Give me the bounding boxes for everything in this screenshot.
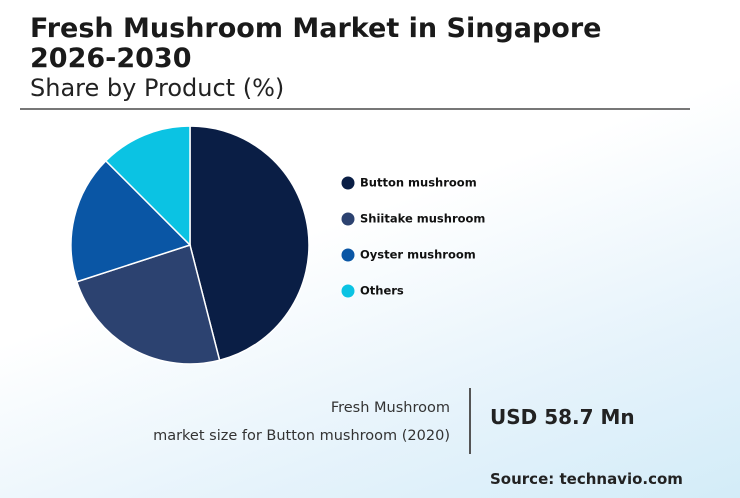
pie-slice <box>189 125 310 362</box>
legend-marker <box>341 176 355 190</box>
chart-subtitle: Share by Product (%) <box>30 74 285 102</box>
pie-slice <box>104 125 191 247</box>
chart-title: Fresh Mushroom Market in Singapore 2026-… <box>30 13 602 74</box>
legend-label: Shiitake mushroom <box>360 212 485 226</box>
legend-marker <box>341 212 355 226</box>
pie-slice <box>75 244 221 365</box>
footer-label: Fresh Mushroom <box>330 400 450 416</box>
source: Source: technavio.com <box>490 470 683 488</box>
divider <box>469 388 471 454</box>
legend-label: Others <box>360 284 404 298</box>
legend-marker <box>341 284 355 298</box>
legend-marker <box>341 248 355 262</box>
footer-label: market size for Button mushroom (2020) <box>153 428 450 444</box>
legend-label: Button mushroom <box>360 176 477 190</box>
divider <box>20 108 690 110</box>
footer-value: USD 58.7 Mn <box>490 405 635 429</box>
legend-label: Oyster mushroom <box>360 248 476 262</box>
pie-slice <box>70 159 192 283</box>
